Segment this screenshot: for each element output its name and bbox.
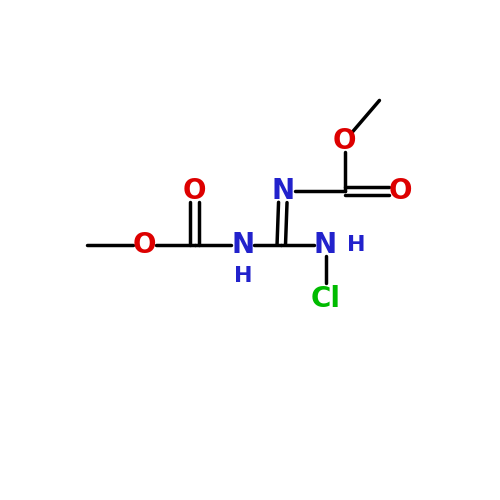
Text: O: O bbox=[333, 127, 356, 155]
Text: O: O bbox=[183, 177, 206, 205]
Text: Cl: Cl bbox=[310, 284, 340, 312]
Text: N: N bbox=[272, 177, 295, 205]
Text: H: H bbox=[234, 266, 252, 285]
Text: N: N bbox=[231, 231, 254, 259]
Text: N: N bbox=[314, 231, 337, 259]
Text: O: O bbox=[133, 231, 156, 259]
Text: H: H bbox=[347, 235, 366, 255]
Text: O: O bbox=[389, 177, 412, 205]
